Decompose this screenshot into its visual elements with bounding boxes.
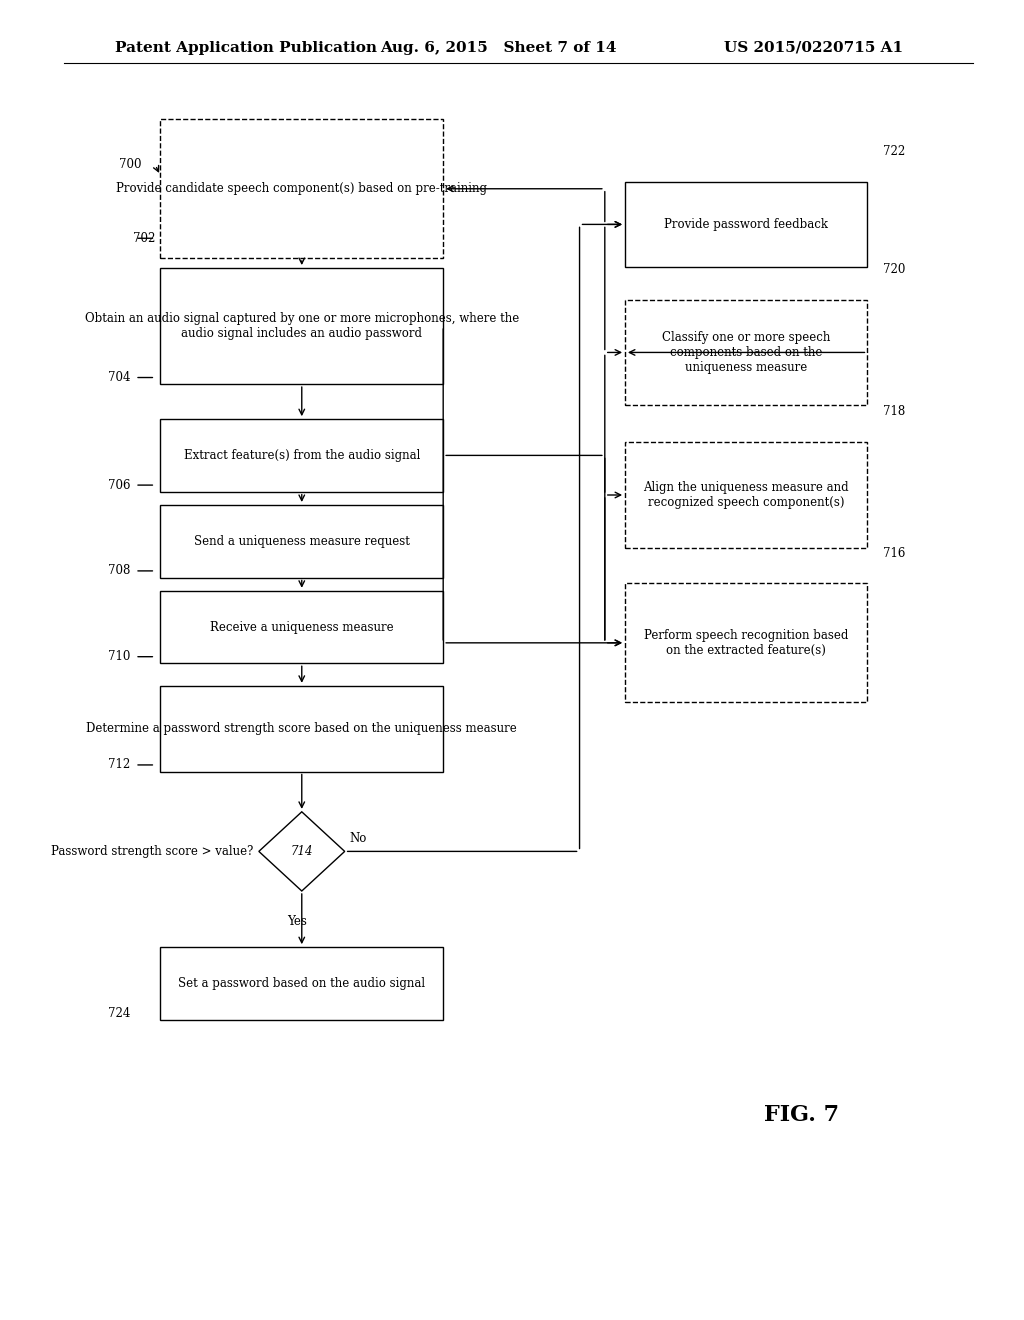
Text: Yes: Yes <box>287 915 306 928</box>
Text: Aug. 6, 2015   Sheet 7 of 14: Aug. 6, 2015 Sheet 7 of 14 <box>381 41 617 54</box>
FancyBboxPatch shape <box>625 181 867 267</box>
Text: FIG. 7: FIG. 7 <box>764 1105 840 1126</box>
Text: 706: 706 <box>108 479 130 491</box>
FancyBboxPatch shape <box>161 686 443 771</box>
Text: 724: 724 <box>108 1007 130 1019</box>
Text: Provide candidate speech component(s) based on pre-training: Provide candidate speech component(s) ba… <box>117 182 487 195</box>
Text: Set a password based on the audio signal: Set a password based on the audio signal <box>178 977 425 990</box>
Polygon shape <box>259 812 345 891</box>
Text: US 2015/0220715 A1: US 2015/0220715 A1 <box>724 41 903 54</box>
Text: 710: 710 <box>108 651 130 663</box>
Text: 716: 716 <box>883 546 905 560</box>
Text: 704: 704 <box>108 371 130 384</box>
Text: 718: 718 <box>883 405 905 418</box>
Text: Obtain an audio signal captured by one or more microphones, where the
audio sign: Obtain an audio signal captured by one o… <box>85 312 519 341</box>
FancyBboxPatch shape <box>161 268 443 384</box>
FancyBboxPatch shape <box>161 504 443 578</box>
Text: 720: 720 <box>883 263 905 276</box>
Text: 712: 712 <box>108 759 130 771</box>
Text: Extract feature(s) from the audio signal: Extract feature(s) from the audio signal <box>183 449 420 462</box>
FancyBboxPatch shape <box>161 120 443 259</box>
Text: Determine a password strength score based on the uniqueness measure: Determine a password strength score base… <box>86 722 517 735</box>
Text: 700: 700 <box>119 158 141 172</box>
FancyBboxPatch shape <box>161 948 443 1019</box>
Text: 702: 702 <box>133 232 156 244</box>
Text: 722: 722 <box>883 145 905 158</box>
FancyBboxPatch shape <box>625 583 867 702</box>
Text: 708: 708 <box>108 565 130 577</box>
Text: Patent Application Publication: Patent Application Publication <box>115 41 377 54</box>
Text: Send a uniqueness measure request: Send a uniqueness measure request <box>194 535 410 548</box>
Text: Password strength score > value?: Password strength score > value? <box>51 845 254 858</box>
Text: Perform speech recognition based
on the extracted feature(s): Perform speech recognition based on the … <box>644 628 849 657</box>
Text: No: No <box>350 832 368 845</box>
Text: 714: 714 <box>291 845 313 858</box>
Text: Receive a uniqueness measure: Receive a uniqueness measure <box>210 620 393 634</box>
FancyBboxPatch shape <box>161 418 443 491</box>
FancyBboxPatch shape <box>625 442 867 548</box>
FancyBboxPatch shape <box>161 591 443 663</box>
Text: Provide password feedback: Provide password feedback <box>665 218 828 231</box>
FancyBboxPatch shape <box>625 300 867 405</box>
Text: Align the uniqueness measure and
recognized speech component(s): Align the uniqueness measure and recogni… <box>643 480 849 510</box>
Text: Classify one or more speech
components based on the
uniqueness measure: Classify one or more speech components b… <box>663 331 830 374</box>
